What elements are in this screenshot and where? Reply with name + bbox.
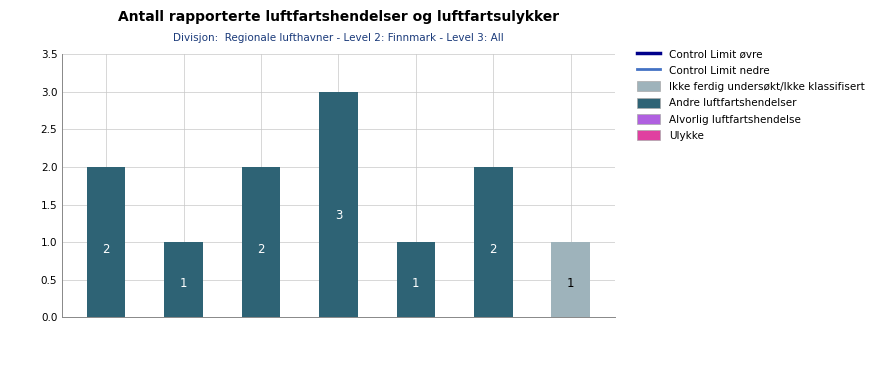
Text: 3: 3 <box>335 209 342 223</box>
Text: 2: 2 <box>102 243 110 256</box>
Bar <box>319 92 357 317</box>
Bar <box>241 167 280 317</box>
Bar <box>473 167 512 317</box>
Legend: Control Limit øvre, Control Limit nedre, Ikke ferdig undersøkt/Ikke klassifisert: Control Limit øvre, Control Limit nedre,… <box>637 49 863 141</box>
Bar <box>551 242 589 317</box>
Text: Antall rapporterte luftfartshendelser og luftfartsulykker: Antall rapporterte luftfartshendelser og… <box>118 10 558 24</box>
Text: 1: 1 <box>566 277 574 290</box>
Bar <box>396 242 435 317</box>
Text: 1: 1 <box>180 277 187 290</box>
Bar <box>164 242 203 317</box>
Text: 2: 2 <box>257 243 264 256</box>
Bar <box>87 167 126 317</box>
Text: 2: 2 <box>489 243 496 256</box>
Text: 1: 1 <box>412 277 419 290</box>
Text: Divisjon:  Regionale lufthavner - Level 2: Finnmark - Level 3: All: Divisjon: Regionale lufthavner - Level 2… <box>173 33 503 43</box>
